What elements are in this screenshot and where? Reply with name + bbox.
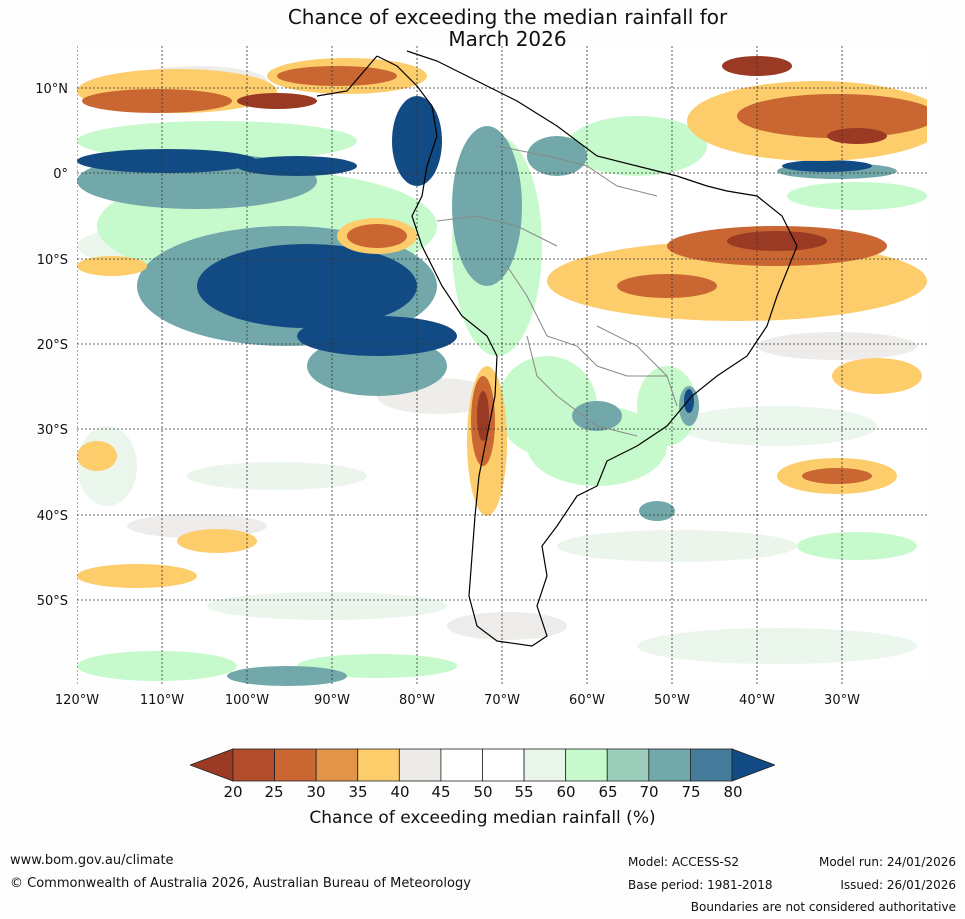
colorbar-tick: 25 xyxy=(264,783,284,801)
lat-label-0: 0° xyxy=(53,167,68,182)
colorbar-bin xyxy=(274,748,317,782)
map-title: Chance of exceeding the median rainfall … xyxy=(287,5,728,29)
lon-label-90w: 90°W xyxy=(314,693,350,708)
colorbar-tick: 80 xyxy=(723,783,743,801)
colorbar-bin xyxy=(690,748,733,782)
colorbar-arrow-high xyxy=(731,748,775,782)
colorbar-bin xyxy=(565,748,608,782)
colorbar-tick: 50 xyxy=(473,783,493,801)
colorbar-label: Chance of exceeding median rainfall (%) xyxy=(309,808,656,828)
lon-label-30w: 30°W xyxy=(824,693,860,708)
colorbar-bin xyxy=(606,748,650,782)
colorbar-tick: 30 xyxy=(306,783,326,801)
map-subtitle-month: March 2026 xyxy=(448,27,567,51)
colorbar-tick: 70 xyxy=(639,783,659,801)
lon-label-100w: 100°W xyxy=(224,693,270,708)
copyright-text: © Commonwealth of Australia 2026, Austra… xyxy=(10,876,471,891)
lon-label-60w: 60°W xyxy=(569,693,605,708)
lat-label-20s: 20°S xyxy=(36,338,68,353)
model-text: Model: ACCESS-S2 xyxy=(628,855,740,869)
colorbar-bin xyxy=(648,748,691,782)
colorbar-bin xyxy=(440,748,483,782)
colorbar-bin xyxy=(523,748,567,782)
lon-label-50w: 50°W xyxy=(654,693,690,708)
base-period-text: Base period: 1981-2018 xyxy=(628,878,773,892)
rainfall-map xyxy=(77,46,927,686)
lat-label-10n: 10°N xyxy=(35,82,68,97)
colorbar-bin xyxy=(357,748,400,782)
colorbar-tick: 75 xyxy=(681,783,701,801)
lon-label-110w: 110°W xyxy=(139,693,185,708)
model-run-text: Model run: 24/01/2026 xyxy=(818,855,956,869)
colorbar-tick: 20 xyxy=(223,783,243,801)
colorbar-tick: 40 xyxy=(390,783,410,801)
country-boundaries xyxy=(436,145,678,437)
colorbar-bin xyxy=(232,748,275,782)
lat-label-40s: 40°S xyxy=(36,509,68,524)
lat-label-10s: 10°S xyxy=(36,253,68,268)
lon-label-40w: 40°W xyxy=(739,693,775,708)
lat-label-30s: 30°S xyxy=(36,423,68,438)
issued-text: Issued: 26/01/2026 xyxy=(840,878,956,892)
colorbar-bin xyxy=(315,748,359,782)
colorbar-tick: 65 xyxy=(598,783,618,801)
colorbar xyxy=(190,748,775,782)
lon-label-80w: 80°W xyxy=(399,693,435,708)
lat-label-50s: 50°S xyxy=(36,594,68,609)
colorbar-tick: 60 xyxy=(556,783,576,801)
lon-label-120w: 120°W xyxy=(54,693,100,708)
coastline xyxy=(316,50,798,647)
website-link[interactable]: www.bom.gov.au/climate xyxy=(10,853,174,868)
graticule xyxy=(77,46,927,686)
lon-label-70w: 70°W xyxy=(484,693,520,708)
colorbar-tick: 45 xyxy=(431,783,451,801)
colorbar-tick: 35 xyxy=(348,783,368,801)
colorbar-bin xyxy=(482,748,525,782)
colorbar-tick: 55 xyxy=(514,783,534,801)
colorbar-arrow-low xyxy=(190,748,234,782)
boundaries-note: Boundaries are not considered authoritat… xyxy=(690,900,956,914)
colorbar-bin xyxy=(398,748,442,782)
